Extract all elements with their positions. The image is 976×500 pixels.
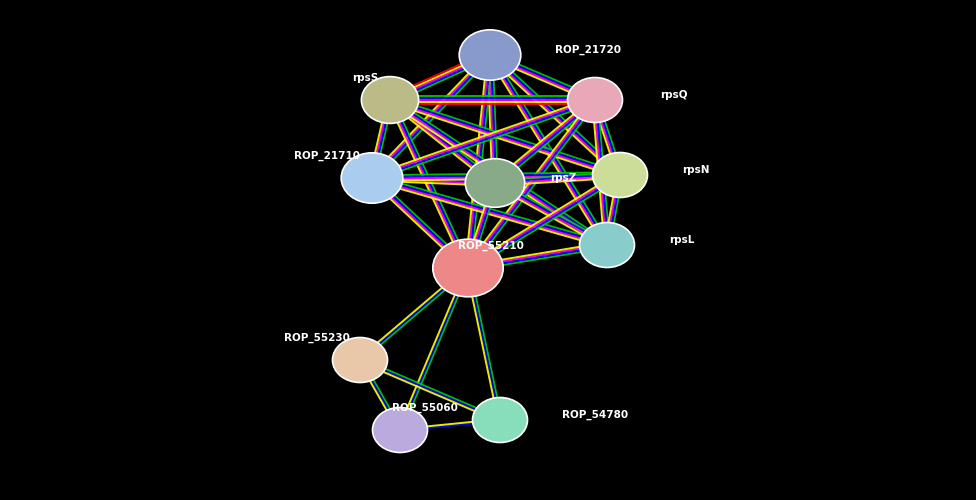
Ellipse shape [459,30,521,80]
Text: rpsS: rpsS [351,73,378,83]
Text: rpsZ: rpsZ [550,173,577,183]
Text: ROP_55210: ROP_55210 [458,241,524,251]
Text: ROP_21710: ROP_21710 [294,151,360,161]
Text: ROP_54780: ROP_54780 [562,410,629,420]
Text: rpsQ: rpsQ [660,90,687,100]
Ellipse shape [567,78,623,122]
Ellipse shape [580,222,634,268]
Ellipse shape [333,338,387,382]
Ellipse shape [472,398,527,442]
Ellipse shape [361,76,419,124]
Ellipse shape [466,158,525,208]
Text: ROP_55060: ROP_55060 [392,403,458,413]
Text: rpsN: rpsN [682,165,710,175]
Text: ROP_21720: ROP_21720 [555,45,621,55]
Text: rpsL: rpsL [669,235,694,245]
Ellipse shape [342,153,403,203]
Ellipse shape [432,239,504,297]
Ellipse shape [592,152,647,198]
Text: ROP_55230: ROP_55230 [284,333,350,343]
Ellipse shape [373,408,427,453]
